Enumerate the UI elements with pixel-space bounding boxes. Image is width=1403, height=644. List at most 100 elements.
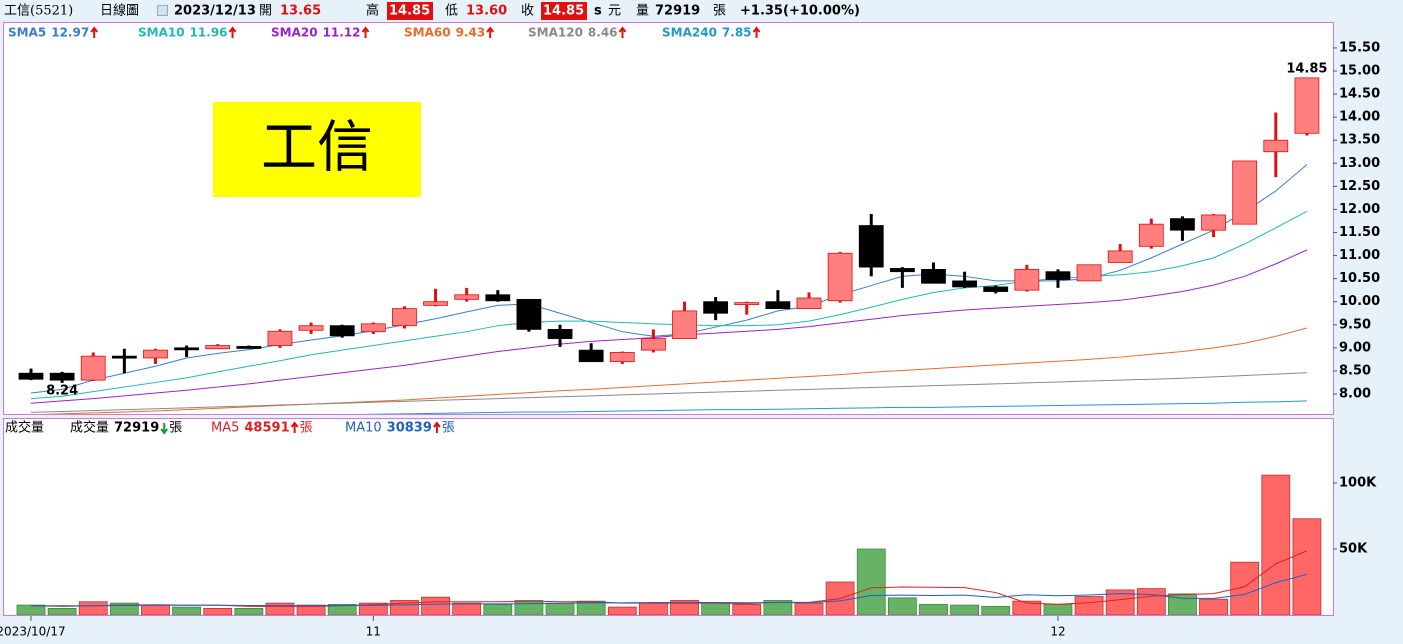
legend-unit: 張 [169,421,182,436]
up-arrow [361,26,370,38]
dropdown[interactable] [157,5,168,16]
period[interactable]: 日線圖 [100,3,139,19]
candle-body [1138,223,1164,247]
legend-value: 72919 [114,421,159,436]
legend-value: 48591 [244,421,289,436]
legend-name: SMA240 [662,26,717,40]
legend-name: SMA60 [404,26,451,40]
ma-line [358,400,1307,414]
volume-value: 72919 [655,4,700,19]
date: 2023/12/13 [174,4,256,19]
legend-name: SMA20 [271,26,318,40]
ma-line [30,249,1308,404]
x-tick-label: 2023/10/17 [0,625,66,639]
volume-bar [514,600,544,615]
volume-bar [47,608,77,615]
volume-bar [265,602,295,615]
candle-body [485,294,511,302]
candle-body [454,294,480,300]
y-tick-label: 15.50 [1339,40,1380,55]
open-value: 13.65 [280,4,321,19]
candle-body [983,286,1009,292]
ma-line [39,327,1308,414]
candle-body [80,355,106,381]
candle-body [858,225,884,268]
candle-body [1014,268,1040,291]
candle-body [1045,271,1071,280]
volume-bar [358,602,388,615]
candle-body [143,349,168,359]
down-arrow [160,423,169,435]
y-tick-label: 14.00 [1339,110,1380,125]
candle-body [18,372,44,380]
volume-bar [919,604,948,615]
volume-bar [203,608,233,615]
up-arrow [228,26,237,38]
volume-bar [607,606,637,615]
y-tick-label: 15.00 [1339,63,1380,78]
high-value: 14.85 [389,4,430,19]
candle-body [174,347,200,351]
volume-bar [1292,518,1322,615]
plot [16,474,1322,615]
y-tick-label: 9.00 [1339,340,1371,355]
volume-bar [421,596,450,615]
candle-body [578,349,604,363]
candle-body [392,308,417,327]
s-mark: s [594,4,602,19]
volume-bar [1261,474,1291,615]
candle-body [236,346,262,349]
volume-bar [670,600,699,615]
candle-body [298,325,324,331]
close-value: 14.85 [543,4,584,19]
candle-body [1107,250,1133,263]
close-label: 收 [521,4,534,19]
y-tick-label: 11.00 [1339,248,1380,263]
volume-bar [1199,598,1228,615]
legend-value: 11.96 [190,26,228,40]
legend-name: MA5 [211,421,239,436]
legend-name: SMA120 [528,26,583,40]
volume-ma [31,573,1308,607]
panel-title: 成交量 [5,420,44,436]
candle-body [49,372,75,381]
up-arrow [486,26,494,38]
low-label: 8.24 [46,383,78,398]
change-pct: (+10.00%) [783,4,860,19]
candle-body [672,310,697,340]
volume-bar [794,602,824,615]
candle-body [1232,160,1258,225]
legend-value: 7.85 [722,26,752,40]
legend-name: SMA10 [138,26,185,40]
up-arrow [90,26,99,38]
volume-bar [732,604,762,615]
y-tick-label: 10.50 [1339,271,1380,286]
ma-line [30,372,1307,413]
legend-unit: 張 [300,421,313,436]
candle-body [641,338,666,351]
volume-bar [639,602,668,615]
y-tick-label: 11.50 [1339,225,1380,240]
y-tick-label: 50K [1339,542,1368,557]
volume-bar [483,604,513,615]
volume-bar [390,600,419,615]
legend-value: 30839 [387,421,432,436]
header: 工信(5521) 日線圖 2023/12/13 開 13.65 高 14.85 … [4,2,860,20]
candle-body [329,325,355,337]
volume-bar [141,604,170,615]
close-box [541,2,587,20]
candle-body [703,301,729,314]
watermark-box [213,102,421,197]
candle-body [205,345,231,350]
candle-body [360,323,386,333]
volume-label: 量 [636,4,649,19]
up-arrow [290,421,299,433]
candle-body [516,298,542,330]
volume-bar [1043,604,1073,615]
high-label: 14.85 [1286,61,1327,76]
y-tick-label: 12.50 [1339,179,1380,194]
volume-bar [172,606,202,615]
legend-name: SMA5 [8,26,46,40]
candle-body [547,328,573,340]
